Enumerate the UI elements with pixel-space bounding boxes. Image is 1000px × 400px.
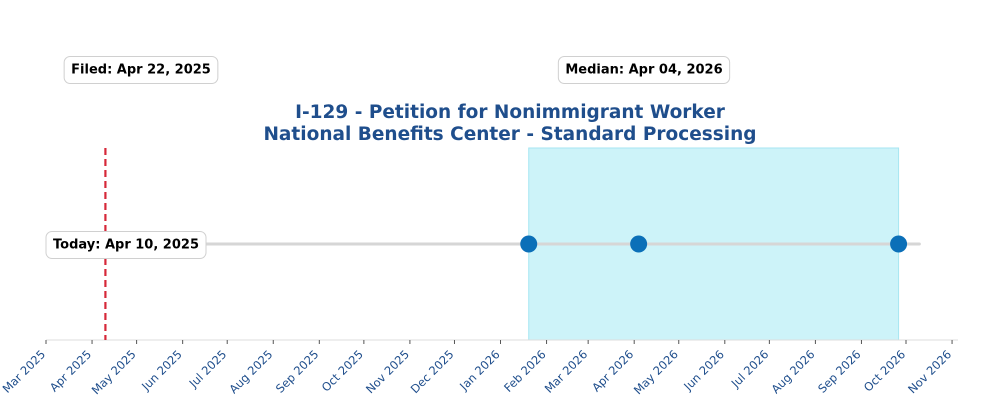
chart-title-line-2: National Benefits Center - Standard Proc… [263, 124, 756, 145]
today-annotation-box [45, 231, 207, 259]
annotations-layer: Filed: Apr 22, 2025 Median: Apr 04, 2026 T… [45, 56, 731, 259]
median-annotation-text: Median: Apr 04, 2026 [565, 63, 722, 78]
x-tick-label: Mar 2026 [542, 347, 591, 396]
x-tick-label: Apr 2025 [47, 347, 94, 394]
x-tick-label: Mar 2025 [0, 347, 48, 396]
milestone-point [520, 235, 538, 253]
x-tick-label: May 2026 [631, 347, 681, 397]
x-tick-label: May 2025 [89, 347, 139, 397]
x-tick-label: Nov 2026 [905, 347, 954, 396]
median-annotation-box [557, 56, 731, 84]
x-tick-label: Jun 2025 [138, 347, 185, 394]
milestone-point [890, 235, 908, 253]
filed-annotation: Filed: Apr 22, 2025 [63, 56, 219, 84]
x-tick-label: Jul 2026 [728, 347, 772, 391]
chart-title: I-129 - Petition for Nonimmigrant Worker… [263, 102, 756, 145]
filed-annotation-text: Filed: Apr 22, 2025 [71, 63, 211, 78]
x-tick-label: Dec 2025 [408, 347, 457, 396]
today-annotation-text: Today: Apr 10, 2025 [53, 238, 199, 253]
x-tick-label: Oct 2026 [861, 347, 908, 394]
x-tick-label: Apr 2026 [589, 347, 636, 394]
x-tick-label: Oct 2025 [319, 347, 366, 394]
x-tick-label: Jan 2026 [456, 347, 502, 393]
x-tick-label: Sep 2026 [815, 347, 864, 396]
filed-annotation-box [63, 56, 219, 84]
x-tick-label: Sep 2025 [273, 347, 322, 396]
x-tick-label: Aug 2025 [226, 347, 275, 396]
x-tick-label: Feb 2026 [501, 347, 549, 395]
today-annotation: Today: Apr 10, 2025 [45, 231, 207, 259]
chart-title-line-1: I-129 - Petition for Nonimmigrant Worker [295, 102, 726, 123]
x-tick-label: Aug 2026 [768, 347, 817, 396]
x-tick-label: Nov 2025 [363, 347, 412, 396]
x-tick-label: Jul 2025 [186, 347, 230, 391]
x-tick-label: Jun 2026 [680, 347, 727, 394]
median-annotation: Median: Apr 04, 2026 [557, 56, 731, 84]
milestone-point [630, 235, 648, 253]
